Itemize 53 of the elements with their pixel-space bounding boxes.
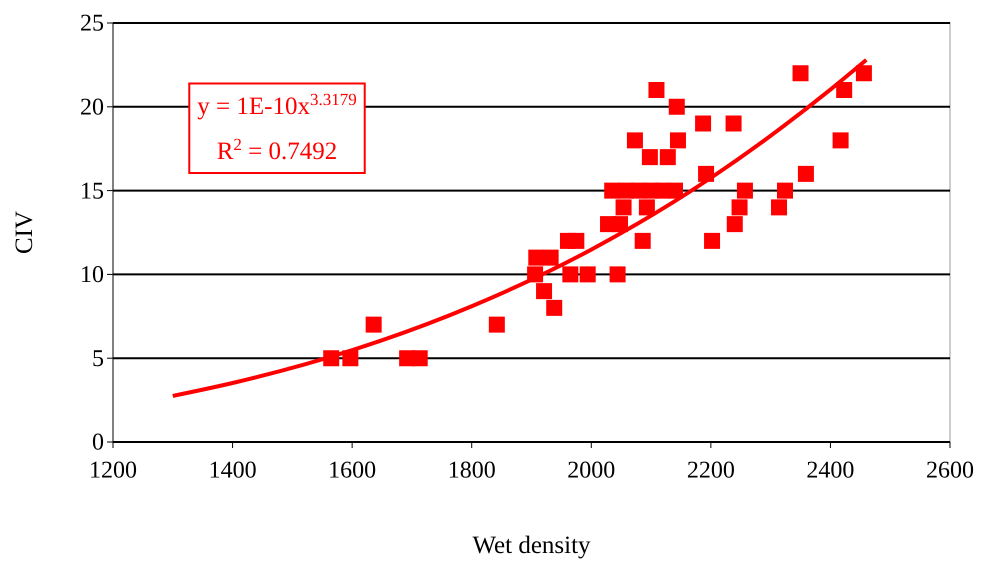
x-tick-label: 1200 [89, 457, 137, 484]
y-tick-label: 0 [92, 430, 104, 456]
point [670, 132, 686, 148]
point [704, 232, 720, 249]
x-tick-label: 1400 [208, 457, 257, 484]
point [542, 250, 559, 266]
annotation: R$^{2}$ = 0.7492 [216, 134, 338, 165]
point [660, 149, 676, 166]
y-tick-label: 15 [80, 178, 104, 204]
x-tick-label: 2600 [926, 457, 974, 484]
point [836, 82, 852, 98]
point [771, 199, 788, 216]
y-tick-label: 5 [92, 346, 104, 372]
y-tick-label: 10 [80, 262, 104, 288]
point [546, 300, 562, 316]
point [616, 199, 632, 216]
point [832, 132, 849, 148]
x-axis-title: Wet density [472, 532, 592, 559]
point [776, 182, 793, 199]
x-tick-label: 2000 [567, 457, 616, 484]
point [638, 199, 655, 216]
point [732, 199, 748, 216]
point [626, 132, 643, 148]
line-series [170, 58, 868, 398]
point [536, 283, 552, 300]
y-tick-label: 25 [80, 10, 104, 37]
point [668, 98, 685, 115]
point [562, 266, 578, 282]
point [488, 316, 505, 333]
x-tick-label: 1600 [328, 457, 376, 484]
point [612, 216, 628, 232]
point [642, 149, 658, 166]
point [634, 232, 651, 249]
point [580, 266, 596, 282]
annotation: y = 1E-10x$^{3.3179}$ [197, 90, 357, 120]
point [412, 350, 428, 366]
point [798, 166, 814, 182]
point [666, 182, 683, 199]
point [695, 116, 712, 132]
y-tick-label: 20 [80, 94, 104, 120]
x-tick-label: 2200 [686, 457, 735, 484]
point [736, 182, 753, 199]
point [856, 65, 872, 82]
point [726, 116, 742, 132]
x-tick-label: 1800 [448, 457, 496, 484]
point [568, 232, 584, 249]
y-axis-title: CIV [11, 210, 38, 254]
x-tick-label: 2400 [806, 457, 854, 484]
point [610, 266, 626, 282]
point [648, 82, 664, 98]
point [792, 65, 809, 82]
point [726, 216, 743, 232]
point [366, 316, 382, 333]
